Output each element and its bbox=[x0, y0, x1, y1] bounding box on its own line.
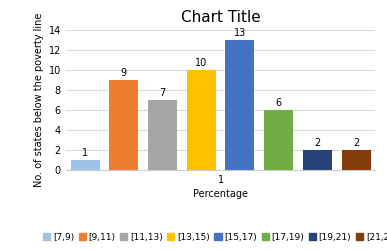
Bar bbox=[187, 70, 216, 170]
Title: Chart Title: Chart Title bbox=[181, 10, 260, 25]
Text: 2: 2 bbox=[314, 138, 320, 148]
Text: 1: 1 bbox=[82, 148, 88, 158]
Text: 13: 13 bbox=[234, 28, 246, 38]
Text: 6: 6 bbox=[276, 98, 282, 108]
Bar bbox=[70, 160, 100, 170]
Text: 10: 10 bbox=[195, 58, 207, 68]
Bar bbox=[264, 110, 293, 170]
Bar bbox=[303, 150, 332, 170]
Bar bbox=[148, 100, 177, 170]
Text: 7: 7 bbox=[159, 88, 166, 99]
X-axis label: Percentage: Percentage bbox=[193, 189, 248, 199]
Bar bbox=[110, 80, 139, 170]
Text: 2: 2 bbox=[353, 138, 359, 148]
Y-axis label: No. of states below the poverty line: No. of states below the poverty line bbox=[34, 13, 45, 187]
Text: 9: 9 bbox=[121, 68, 127, 78]
Bar bbox=[225, 40, 255, 170]
Legend: [7,9), [9,11), [11,13), [13,15), [15,17), [17,19), [19,21), [21,23): [7,9), [9,11), [11,13), [13,15), [15,17)… bbox=[39, 229, 387, 246]
Bar bbox=[341, 150, 370, 170]
